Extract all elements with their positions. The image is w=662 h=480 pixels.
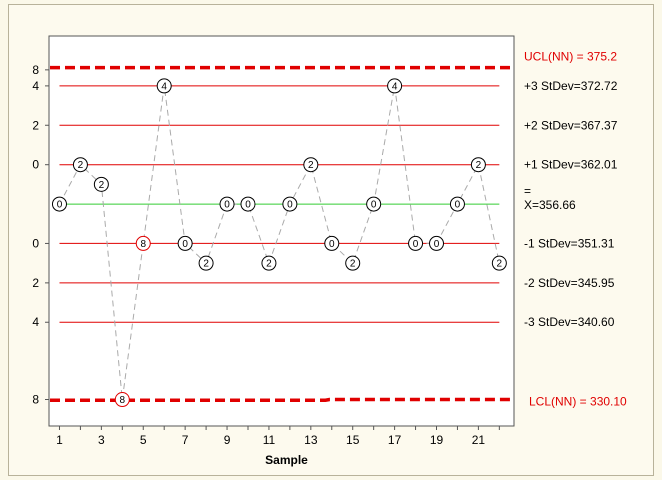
x-tick-label: 17	[388, 433, 402, 447]
data-point-label: 0	[413, 239, 419, 250]
data-point	[219, 196, 235, 212]
data-point-label: 4	[161, 81, 167, 92]
data-point	[470, 157, 486, 173]
data-point	[177, 235, 193, 251]
plot-area	[48, 35, 515, 427]
center-label: X=356.66	[524, 198, 576, 212]
data-point	[72, 157, 88, 173]
data-point	[51, 196, 67, 212]
data-point-label: 0	[182, 239, 188, 250]
data-point-label: 8	[120, 395, 126, 406]
data-point-label: 0	[224, 200, 230, 211]
data-point	[93, 176, 109, 192]
data-point	[135, 235, 151, 251]
data-point	[156, 78, 172, 94]
data-point-label: 2	[99, 180, 105, 191]
y-tick-label: 4	[32, 79, 39, 93]
x-axis-label: Sample	[265, 453, 308, 467]
y-tick-label: 0	[32, 236, 39, 250]
data-point-label: 8	[140, 239, 146, 250]
ucl-label: UCL(NN) = 375.2	[524, 50, 617, 64]
data-point-label: 0	[329, 239, 335, 250]
control-chart: +3 StDev=372.72 +2 StDev=367.37 +1 StDev=3…	[32, 35, 627, 467]
y-tick-label: 8	[32, 63, 39, 77]
data-point	[429, 235, 444, 251]
data-point-label: 0	[455, 200, 461, 211]
sigma-label: +1 StDev=362.01	[524, 158, 618, 172]
data-point	[324, 235, 340, 251]
data-point	[303, 157, 319, 173]
sigma-label: -3 StDev=340.60	[524, 315, 615, 329]
data-point	[114, 392, 130, 408]
y-tick-label: 2	[32, 276, 39, 290]
sigma-label: -1 StDev=351.31	[524, 236, 615, 250]
chart-frame: +3 StDev=372.72 +2 StDev=367.37 +1 StDev=3…	[8, 4, 654, 476]
data-point-label: 0	[371, 200, 377, 211]
data-point-label: 0	[57, 200, 63, 211]
data-point-label: 2	[203, 259, 209, 270]
data-point	[240, 196, 256, 212]
x-tick-label: 9	[224, 433, 231, 447]
x-tick-label: 15	[346, 433, 360, 447]
data-point-label: 0	[287, 200, 293, 211]
y-tick-label: 2	[32, 118, 39, 132]
lcl-label: LCL(NN) = 330.10	[529, 395, 627, 409]
data-point-label: 2	[266, 259, 272, 270]
data-point	[449, 196, 465, 212]
x-tick-label: 13	[304, 433, 318, 447]
data-point	[366, 196, 382, 212]
data-point-label: 0	[245, 200, 251, 211]
data-point-label: 2	[476, 160, 482, 171]
sigma-label: -2 StDev=345.95	[524, 276, 615, 290]
data-point	[261, 255, 277, 271]
x-tick-label: 1	[56, 433, 63, 447]
data-point-label: 2	[308, 160, 314, 171]
data-point-label: 0	[434, 239, 440, 250]
x-tick-label: 5	[140, 433, 147, 447]
x-tick-label: 21	[472, 433, 486, 447]
x-tick-label: 11	[263, 433, 276, 447]
data-point	[408, 235, 424, 251]
series-line	[59, 85, 500, 400]
lcl-line	[50, 397, 513, 402]
y-tick-label: 0	[32, 158, 39, 172]
x-tick-label: 19	[430, 433, 444, 447]
x-tick-label: 7	[182, 433, 189, 447]
data-point-label: 2	[78, 160, 84, 171]
data-point-label: 2	[350, 259, 356, 270]
data-point	[198, 255, 214, 271]
x-tick-label: 3	[98, 433, 105, 447]
sigma-label: +3 StDev=372.72	[524, 79, 618, 93]
data-point	[387, 78, 403, 94]
data-point	[345, 255, 361, 271]
data-point-label: 4	[392, 81, 398, 92]
data-point-label: 2	[497, 259, 503, 270]
center-bar-label: =	[524, 184, 531, 198]
y-tick-label: 4	[32, 315, 39, 329]
data-point	[491, 255, 507, 271]
y-tick-label: 8	[32, 393, 39, 407]
data-point	[282, 196, 298, 212]
sigma-label: +2 StDev=367.37	[524, 118, 618, 132]
